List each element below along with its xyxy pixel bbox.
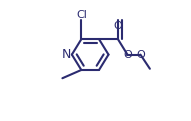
Text: O: O [136,50,145,60]
Text: O: O [123,50,132,60]
Text: N: N [62,48,71,61]
Text: O: O [114,21,122,31]
Text: Cl: Cl [76,10,87,20]
